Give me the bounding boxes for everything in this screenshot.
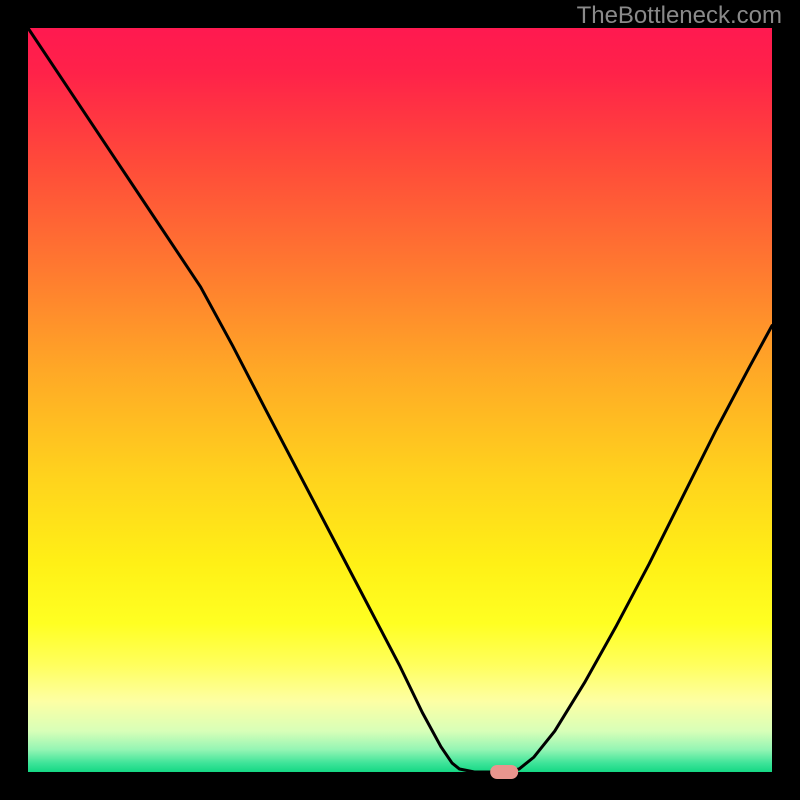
chart-svg: [0, 0, 800, 800]
chart-container: { "canvas": { "width": 800, "height": 80…: [0, 0, 800, 800]
optimal-marker: [490, 765, 518, 779]
chart-background-gradient: [28, 28, 772, 772]
watermark-text: TheBottleneck.com: [577, 2, 782, 30]
